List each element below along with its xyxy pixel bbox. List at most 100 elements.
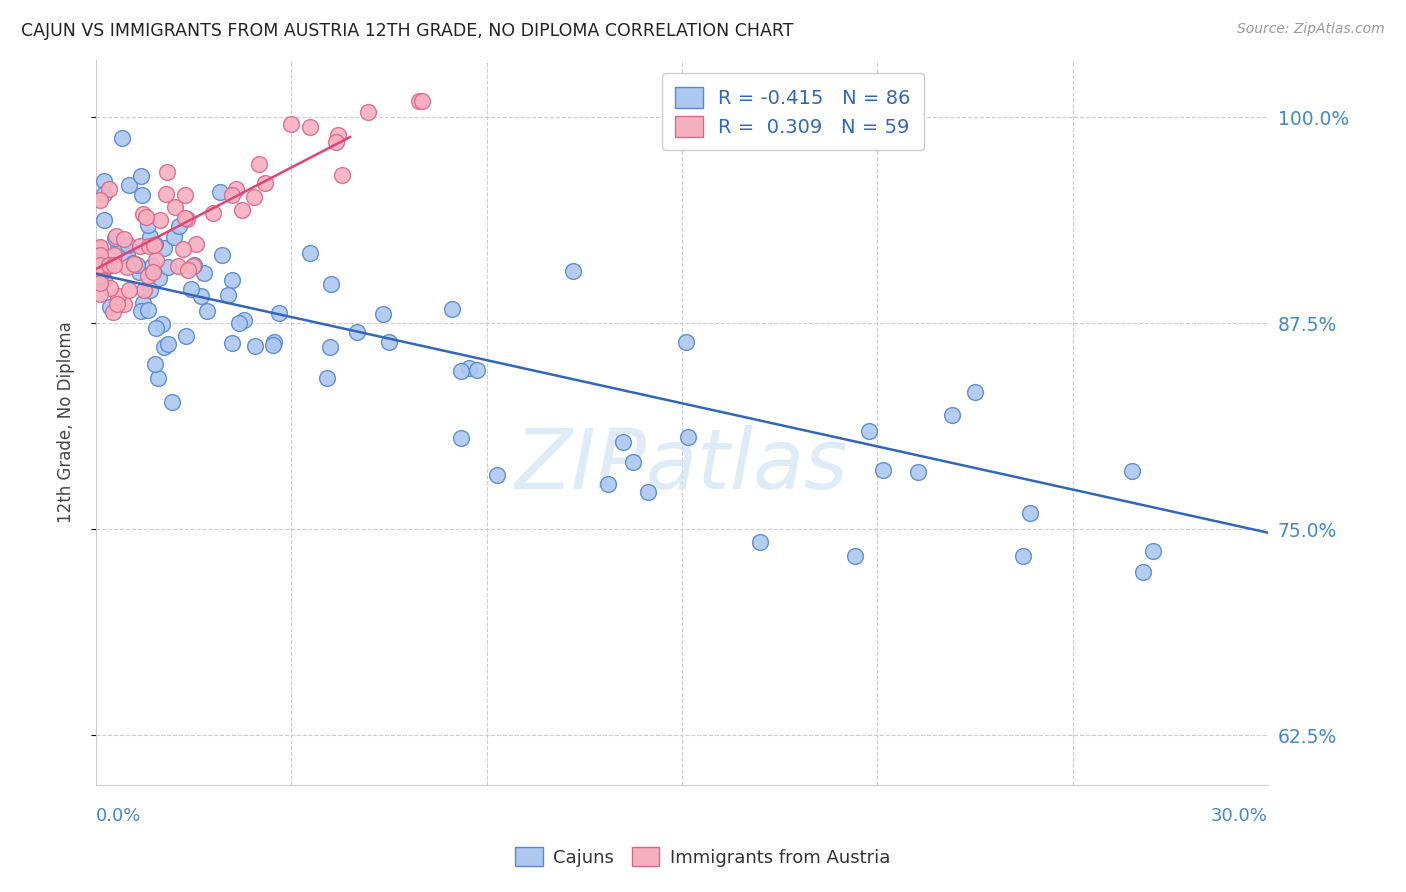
Point (148, 271, 170, 285)
Point (118, 178, 141, 193)
Point (107, 241, 129, 255)
Point (195, 303, 218, 318)
Point (146, 371, 169, 385)
Text: 30.0%: 30.0% (1211, 806, 1268, 824)
Point (217, 287, 239, 301)
Point (225, 182, 247, 196)
Point (177, 263, 200, 277)
Point (872, 463, 894, 477)
Point (89, 248, 111, 262)
Point (907, 466, 929, 480)
Point (858, 424, 880, 438)
Point (262, 338, 284, 352)
Point (167, 219, 190, 233)
Point (176, 211, 198, 226)
Point (143, 237, 166, 252)
Point (163, 200, 186, 214)
Point (1011, 549, 1033, 563)
Point (325, 135, 347, 149)
Point (561, 264, 583, 278)
Point (97, 182, 120, 196)
Point (298, 245, 321, 260)
Point (152, 340, 174, 354)
Point (596, 477, 619, 491)
Point (675, 335, 697, 350)
Point (93, 273, 115, 287)
Point (450, 364, 472, 378)
Point (319, 277, 342, 291)
Point (89, 259, 111, 273)
Point (253, 176, 276, 190)
Point (96, 259, 118, 273)
Point (93, 212, 115, 227)
Point (129, 303, 152, 318)
Point (211, 248, 233, 262)
Point (98, 281, 121, 295)
Point (160, 395, 183, 409)
Point (243, 190, 266, 204)
Point (1132, 565, 1154, 579)
Point (131, 187, 153, 202)
Legend: R = -0.415   N = 86, R =  0.309   N = 59: R = -0.415 N = 86, R = 0.309 N = 59 (662, 73, 924, 151)
Point (121, 256, 143, 270)
Point (166, 259, 188, 273)
Point (1142, 544, 1164, 558)
Point (101, 305, 124, 319)
Point (157, 260, 180, 274)
Text: ZIPatlas: ZIPatlas (515, 425, 849, 507)
Point (98, 258, 121, 272)
Point (112, 232, 135, 246)
Point (676, 430, 699, 444)
Legend: Cajuns, Immigrants from Austria: Cajuns, Immigrants from Austria (508, 840, 898, 874)
Point (141, 259, 163, 273)
Point (280, 118, 302, 132)
Point (93, 174, 115, 188)
Point (138, 218, 160, 232)
Point (440, 301, 463, 316)
Point (155, 186, 177, 201)
Point (150, 317, 173, 331)
Point (378, 334, 401, 349)
Point (346, 325, 368, 339)
Point (330, 168, 353, 182)
Point (139, 230, 162, 244)
Point (228, 317, 250, 331)
Point (202, 206, 225, 220)
Point (89, 286, 111, 301)
Point (122, 256, 145, 270)
Point (232, 312, 254, 326)
Point (465, 363, 488, 377)
Point (108, 237, 131, 252)
Point (231, 202, 253, 217)
Point (941, 408, 963, 422)
Text: CAJUN VS IMMIGRANTS FROM AUSTRIA 12TH GRADE, NO DIPLOMA CORRELATION CHART: CAJUN VS IMMIGRANTS FROM AUSTRIA 12TH GR… (21, 22, 793, 40)
Point (134, 283, 156, 297)
Point (89, 240, 111, 254)
Point (89, 277, 111, 291)
Point (221, 188, 243, 202)
Point (155, 165, 177, 179)
Point (247, 157, 270, 171)
Point (637, 484, 659, 499)
Point (180, 282, 202, 296)
Y-axis label: 12th Grade, No Diploma: 12th Grade, No Diploma (58, 321, 75, 523)
Point (172, 243, 194, 257)
Point (125, 258, 148, 272)
Point (129, 169, 152, 183)
Point (486, 467, 509, 482)
Point (749, 535, 772, 549)
Point (612, 434, 634, 449)
Point (316, 371, 339, 385)
Point (107, 289, 129, 303)
Point (263, 334, 285, 349)
Point (143, 357, 166, 371)
Point (117, 238, 139, 252)
Point (319, 340, 342, 354)
Point (89, 241, 111, 255)
Point (621, 455, 644, 469)
Point (149, 212, 172, 227)
Point (183, 258, 205, 272)
Point (104, 231, 127, 245)
Point (136, 269, 159, 284)
Point (408, 94, 430, 108)
